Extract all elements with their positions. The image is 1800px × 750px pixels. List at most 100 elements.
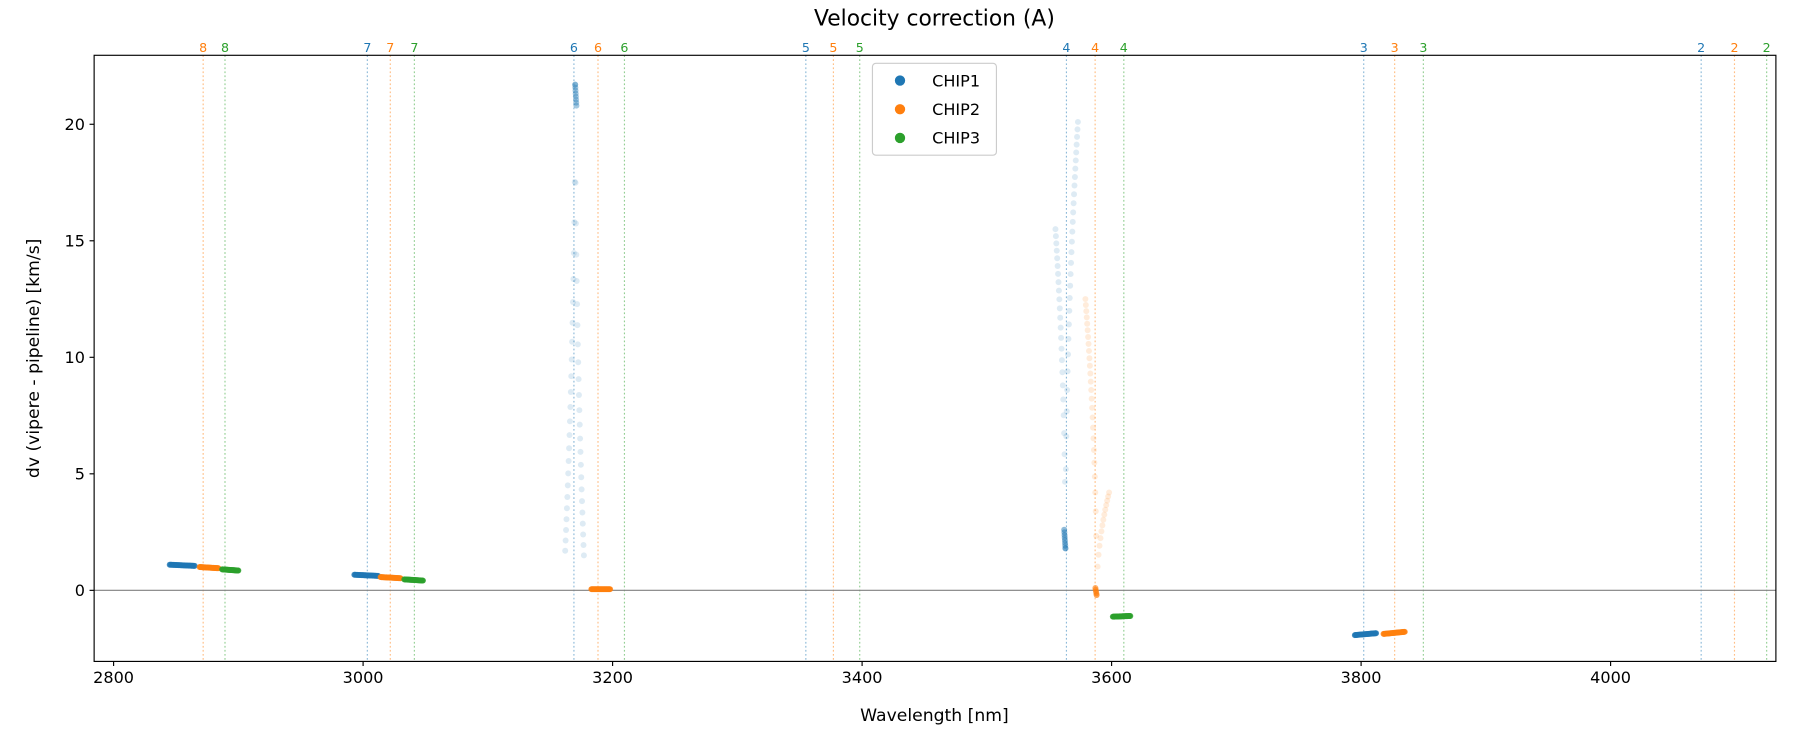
- order-lines: [202, 55, 1768, 662]
- data-point-chip1: [1061, 451, 1068, 458]
- data-point-chip1: [1070, 200, 1077, 207]
- data-point-chip3: [1127, 612, 1134, 619]
- order-label: 2: [1763, 40, 1771, 55]
- data-point-chip1: [1056, 305, 1063, 312]
- data-point-chip1: [1073, 141, 1080, 148]
- data-point-chip1: [576, 421, 583, 428]
- x-tick-label: 4000: [1590, 668, 1631, 687]
- data-point-chip2: [1083, 314, 1090, 321]
- data-point-chip1: [1060, 396, 1067, 403]
- data-point-chip1: [574, 301, 581, 308]
- data-point-chip1: [569, 338, 576, 345]
- data-point-chip1: [1052, 233, 1059, 240]
- data-point-chip1: [579, 520, 586, 527]
- data-point-chip2: [1087, 378, 1094, 385]
- data-point-chip1: [578, 486, 585, 493]
- data-point-chip1: [1058, 357, 1065, 364]
- data-point-chip2: [1088, 386, 1095, 393]
- data-point-chip2: [1084, 320, 1091, 327]
- data-point-chip2: [1096, 542, 1103, 549]
- x-tick-label: 2800: [93, 668, 134, 687]
- order-label: 8: [199, 40, 207, 55]
- data-point-chip1: [573, 251, 580, 258]
- data-point-chip1: [1059, 369, 1066, 376]
- data-point-chip1: [1065, 335, 1072, 342]
- data-point-chip3: [419, 577, 426, 584]
- order-label: 3: [1360, 40, 1368, 55]
- y-tick-label: 10: [64, 348, 84, 367]
- data-point-chip1: [1069, 218, 1076, 225]
- data-point-chip1: [1060, 412, 1067, 419]
- data-point-chip2: [1088, 395, 1095, 402]
- data-point-chip2: [1106, 489, 1113, 496]
- data-point-chip2: [1401, 628, 1408, 635]
- data-point-chip1: [564, 482, 571, 489]
- data-point-chip1: [570, 276, 577, 283]
- data-point-chip1: [1065, 321, 1072, 328]
- data-point-chip1: [1063, 433, 1070, 440]
- data-point-chip1: [574, 322, 581, 329]
- data-point-chip2: [1086, 355, 1093, 362]
- data-point-chip1: [1061, 430, 1068, 437]
- data-point-chip1: [567, 388, 574, 395]
- data-point-chip1: [1054, 255, 1061, 262]
- data-point-chip1: [1373, 630, 1380, 637]
- data-point-chip1: [1068, 249, 1075, 256]
- data-point-chip1: [1070, 209, 1077, 216]
- order-label: 7: [410, 40, 418, 55]
- data-point-chip1: [570, 298, 576, 305]
- data-point-chip1: [575, 376, 582, 383]
- data-point-chip1: [1064, 368, 1071, 375]
- chart-title: Velocity correction (A): [814, 6, 1055, 31]
- x-axis-ticks: 2800 3000 3200 3400 3600 3800 4000: [93, 661, 1631, 687]
- data-point-chip1: [580, 531, 587, 538]
- data-point-chip1: [579, 498, 585, 505]
- y-axis-ticks: 0 5 10 15 20: [64, 115, 95, 600]
- data-point-chip1: [1066, 307, 1073, 314]
- data-point-chip1: [580, 552, 587, 559]
- data-point-chip1: [1073, 149, 1080, 156]
- data-point-chip2: [1097, 535, 1104, 542]
- data-point-chip1: [566, 432, 573, 439]
- data-point-chip1: [1053, 240, 1060, 247]
- data-point-chip1: [571, 178, 578, 185]
- x-tick-label: 3600: [1091, 668, 1132, 687]
- data-point-chip1: [575, 392, 582, 399]
- data-point-chip1: [1071, 182, 1078, 189]
- order-label: 5: [802, 40, 810, 55]
- data-point-chip2: [1083, 308, 1090, 315]
- x-tick-label: 3000: [343, 668, 384, 687]
- data-point-chip2: [1090, 447, 1097, 453]
- data-point-chip1: [1074, 118, 1081, 125]
- data-point-chip1: [1058, 345, 1065, 352]
- data-point-chip1: [1068, 238, 1075, 245]
- data-point-chip2: [1090, 435, 1097, 442]
- data-point-chip1: [1057, 314, 1064, 321]
- order-label: 4: [1062, 40, 1070, 55]
- data-point-chip2: [1091, 459, 1098, 466]
- data-point-chip1: [1053, 247, 1060, 254]
- data-point-chip2: [1104, 497, 1111, 504]
- data-point-chip1: [1064, 387, 1071, 393]
- data-point-chip1: [572, 93, 579, 100]
- data-point-chip2: [1098, 528, 1105, 535]
- x-tick-label: 3200: [592, 668, 633, 687]
- data-point-chip1: [580, 542, 587, 549]
- data-point-chip1: [1066, 294, 1073, 301]
- data-point-chip1: [564, 493, 571, 500]
- data-point-chip1: [572, 179, 579, 186]
- data-point-chip1: [1055, 279, 1062, 286]
- order-label: 8: [221, 40, 229, 55]
- data-point-chip1: [568, 373, 575, 380]
- data-point-chip1: [1062, 545, 1069, 552]
- data-point-chip2: [1091, 473, 1098, 480]
- data-point-chip1: [569, 319, 576, 326]
- order-label: 3: [1391, 40, 1399, 55]
- data-point-chip1: [1069, 228, 1076, 235]
- data-point-chip2: [1084, 327, 1091, 334]
- legend-label-chip1: CHIP1: [932, 71, 980, 90]
- data-point-chip1: [573, 99, 580, 106]
- y-tick-label: 5: [75, 465, 85, 484]
- data-point-chip1: [572, 81, 579, 88]
